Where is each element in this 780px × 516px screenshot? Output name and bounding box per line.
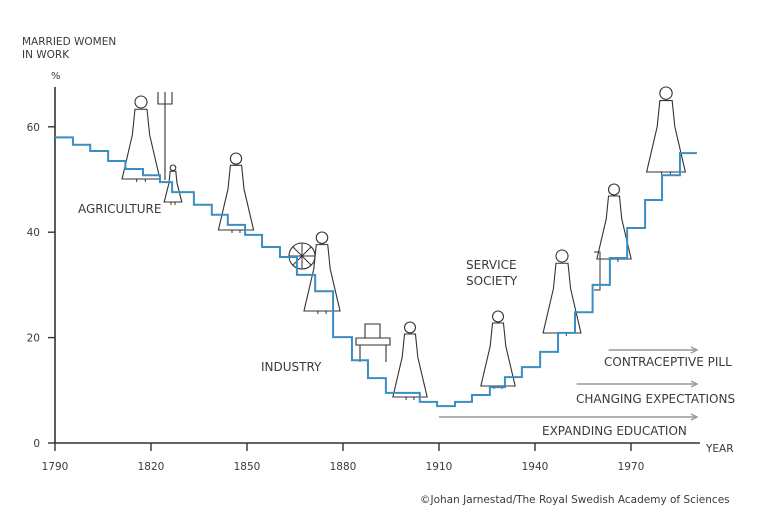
x-tick-label: 1970	[618, 461, 645, 473]
y-axis-label-line-2: IN WORK	[22, 49, 70, 61]
dress	[303, 244, 341, 312]
axes: 0 20 40 60 1790 1820 1850 1880 1910 1940 1970	[27, 87, 700, 473]
x-tick-label: 1790	[42, 461, 69, 473]
head	[315, 231, 329, 245]
dress	[392, 333, 428, 398]
woman-figure-illustration	[217, 152, 255, 233]
era-label-agriculture: AGRICULTURE	[78, 202, 161, 216]
head	[134, 95, 148, 109]
era-label-industry: INDUSTRY	[261, 360, 322, 374]
pitchfork-illustration	[157, 92, 173, 180]
y-tick-label: 40	[27, 227, 40, 239]
x-tick-label: 1820	[138, 461, 165, 473]
dress	[217, 164, 255, 231]
trend-arrows: CONTRACEPTIVE PILL CHANGING EXPECTATIONS…	[439, 346, 735, 438]
head	[403, 321, 417, 334]
head	[169, 164, 177, 172]
x-tick-label: 1880	[330, 461, 357, 473]
woman-figure-illustration	[303, 231, 341, 314]
y-tick-label: 20	[27, 333, 40, 345]
dress	[645, 100, 687, 173]
illustrations	[121, 86, 687, 400]
x-tick-label: 1940	[522, 461, 549, 473]
head	[607, 183, 621, 196]
y-tick-label: 0	[33, 438, 40, 450]
step-line	[55, 136, 697, 408]
head	[229, 152, 243, 165]
head	[659, 86, 673, 100]
spinning-wheel-spokes	[289, 243, 315, 269]
woman-figure-illustration	[480, 310, 516, 389]
x-tick-label: 1850	[234, 461, 261, 473]
head	[555, 249, 569, 263]
woman-figure-illustration	[392, 321, 428, 400]
dress	[542, 262, 582, 334]
trend-label-changing-expectations: CHANGING EXPECTATIONS	[576, 392, 735, 406]
woman-figure-illustration	[596, 183, 632, 262]
trend-label-expanding-education: EXPANDING EDUCATION	[542, 424, 687, 438]
sewing-machine-illustration	[355, 323, 391, 362]
credit: ©Johan Jarnestad/The Royal Swedish Acade…	[420, 494, 730, 506]
x-tick-label: 1910	[426, 461, 453, 473]
trend-arrow-head	[690, 413, 699, 421]
trend-label-contraceptive-pill: CONTRACEPTIVE PILL	[604, 355, 732, 369]
woman-figure-illustration	[542, 249, 582, 336]
dress	[480, 322, 516, 387]
x-axis-label: YEAR	[705, 443, 734, 455]
y-axis-unit: %	[51, 71, 61, 82]
office-desk-illustration	[594, 251, 601, 291]
dress	[596, 195, 632, 260]
trend-arrow-head	[690, 380, 699, 388]
era-label-society: SOCIETY	[466, 274, 518, 288]
y-tick-label: 60	[27, 122, 40, 134]
era-label-service: SERVICE	[466, 258, 517, 272]
head	[491, 310, 505, 323]
y-axis-label-line-1: MARRIED WOMEN	[22, 36, 116, 48]
trend-arrow-head	[690, 346, 699, 354]
